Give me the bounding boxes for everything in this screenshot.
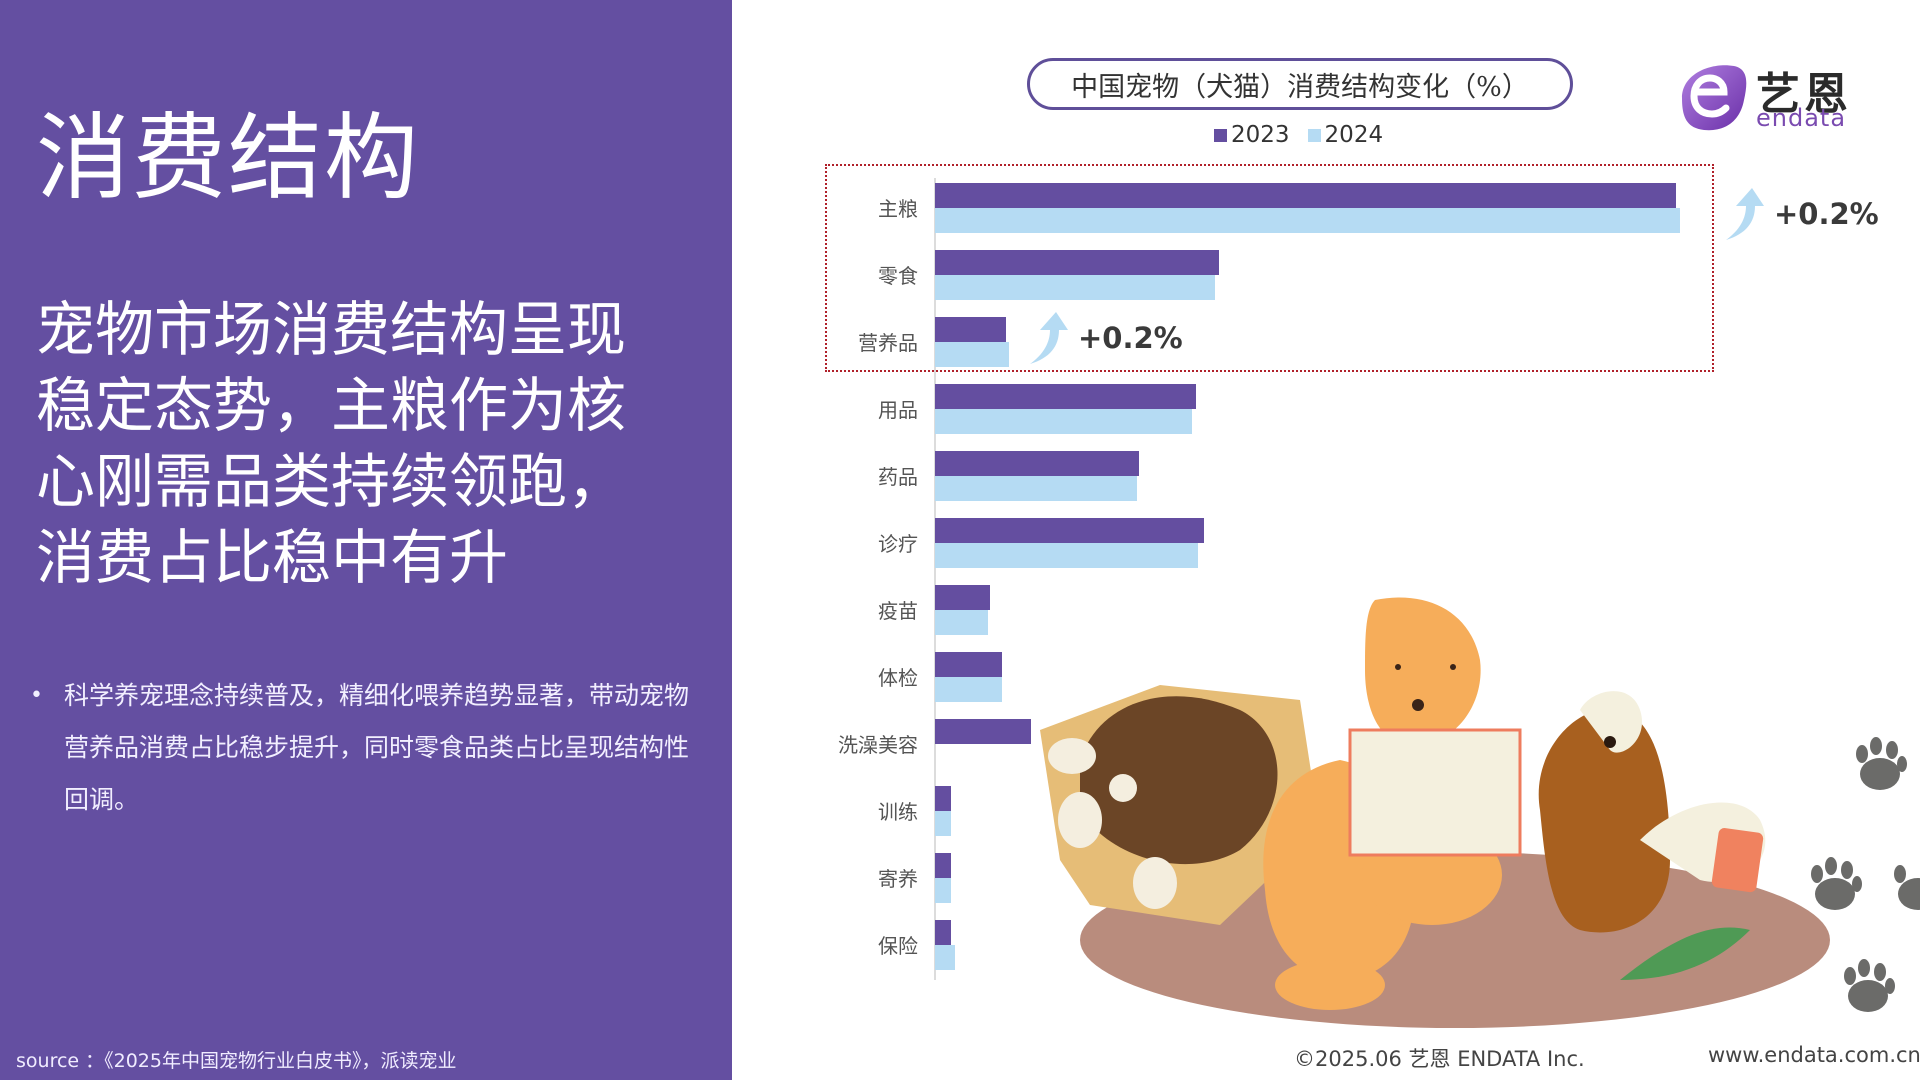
bar-2024 (935, 610, 988, 635)
category-label: 营养品 (858, 331, 918, 355)
logo-text-en: endata (1756, 104, 1847, 132)
category-axis (934, 178, 936, 980)
headline-line: 消费占比稳中有升 (36, 523, 509, 592)
headline-line: 宠物市场消费结构呈现 (36, 295, 627, 364)
bar-2023 (935, 518, 1204, 543)
category-label: 保险 (878, 934, 918, 958)
arrow-up-icon (1726, 188, 1764, 240)
logo-text-cn: 艺恩 (1756, 69, 1852, 120)
bar-2024 (935, 677, 1002, 702)
category-label: 药品 (878, 465, 918, 489)
bar-2023 (935, 920, 951, 945)
chart-title: 中国宠物（犬猫）消费结构变化（%） (1027, 58, 1573, 110)
headline-line: 心刚需品类持续领跑， (36, 447, 627, 516)
category-label: 疫苗 (878, 599, 918, 623)
legend-swatch-2024-icon (1307, 128, 1321, 142)
bar-2023 (935, 719, 1031, 744)
bar-2024 (935, 476, 1137, 501)
cat-in-box-icon (1040, 685, 1320, 925)
category-label: 训练 (878, 800, 918, 824)
bar-2023 (935, 853, 951, 878)
left-panel: 消费结构 宠物市场消费结构呈现 稳定态势，主粮作为核 心刚需品类持续领跑， 消费… (0, 0, 732, 1080)
footer-copyright: ©2025.06 艺恩 ENDATA Inc. (1294, 1047, 1585, 1071)
bar-2023 (935, 250, 1219, 275)
legend-item-2023: 2023 (1214, 122, 1290, 148)
category-label: 零食 (878, 264, 918, 288)
legend-label: 2024 (1324, 122, 1384, 148)
chart-legend: 2023 2024 (1214, 122, 1383, 148)
annotation-supplements: +0.2% (1026, 310, 1183, 366)
annotation-text: +0.2% (1774, 197, 1879, 231)
bullet-dot-icon: • (30, 683, 43, 708)
endata-logo: 艺恩 endata (1672, 58, 1872, 134)
bullet-item: • 科学养宠理念持续普及，精细化喂养趋势显著，带动宠物营养品消费占比稳步提升，同… (30, 670, 695, 826)
bar-2024 (935, 811, 951, 836)
bar-2024 (935, 208, 1680, 233)
endata-logo-icon (1682, 65, 1747, 131)
legend-item-2024: 2024 (1307, 122, 1384, 148)
page-title: 消费结构 (36, 104, 421, 213)
category-label: 洗澡美容 (838, 733, 918, 757)
bar-2023 (935, 384, 1196, 409)
highlight-box (825, 164, 1714, 372)
legend-label: 2023 (1231, 122, 1290, 148)
bar-2024 (935, 409, 1192, 434)
category-label: 寄养 (878, 867, 918, 891)
bar-2023 (935, 451, 1139, 476)
bullet-text: 科学养宠理念持续普及，精细化喂养趋势显著，带动宠物营养品消费占比稳步提升，同时零… (64, 681, 690, 814)
bar-2023 (935, 317, 1006, 342)
annotation-staple-food: +0.2% (1722, 186, 1879, 242)
bar-2024 (935, 945, 955, 970)
footer-url[interactable]: www.endata.com.cn (1708, 1043, 1920, 1067)
category-label: 用品 (878, 398, 918, 422)
category-label: 体检 (878, 666, 918, 690)
pets-illustration (1040, 597, 1830, 1028)
headline-line: 稳定态势，主粮作为核 (36, 371, 627, 440)
paw-prints-icon (1811, 737, 1920, 1012)
category-label: 诊疗 (878, 532, 918, 556)
bar-2023 (935, 652, 1002, 677)
bar-2024 (935, 275, 1215, 300)
bar-2023 (935, 585, 990, 610)
bar-2023 (935, 183, 1676, 208)
legend-swatch-2023-icon (1214, 128, 1227, 142)
bar-2024 (935, 878, 951, 903)
bar-2024 (935, 342, 1009, 367)
headline: 宠物市场消费结构呈现 稳定态势，主粮作为核 心刚需品类持续领跑， 消费占比稳中有… (36, 292, 696, 596)
bar-2023 (935, 786, 951, 811)
category-label: 主粮 (878, 197, 918, 221)
golden-dog-icon (1263, 597, 1522, 1010)
annotation-text: +0.2% (1078, 321, 1183, 355)
arrow-up-icon (1030, 312, 1068, 364)
source-note: source ：《2025年中国宠物行业白皮书》，派读宠业 (16, 1050, 457, 1072)
bar-2024 (935, 543, 1198, 568)
